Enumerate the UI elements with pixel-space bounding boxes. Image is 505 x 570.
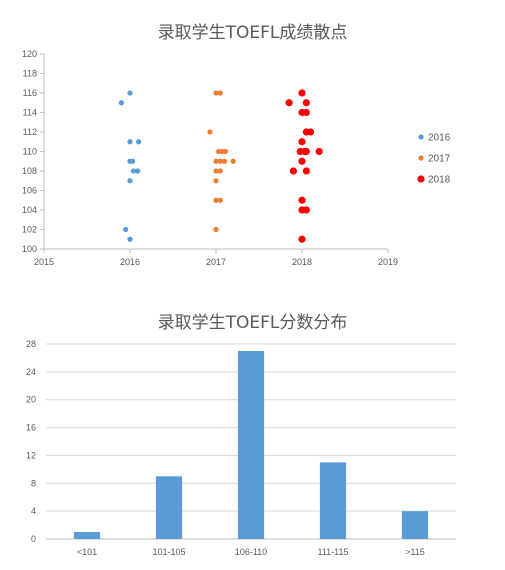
data-point-2017 [230,158,236,164]
data-point-2016 [130,168,137,174]
data-point-2018 [302,167,310,175]
legend-marker-2018 [417,175,425,183]
y-tick-label: 116 [23,88,37,98]
data-point-2018 [302,147,310,156]
bar-chart-title: 录取学生TOEFL分数分布 [157,313,348,333]
data-point-2018 [298,235,306,243]
y-tick-label: 112 [23,127,37,137]
x-tick-label: 2017 [206,257,226,267]
data-point-2018 [298,89,306,97]
data-point-2018 [302,206,310,214]
x-tick-label: 106-110 [235,547,267,557]
y-tick-label: 20 [26,395,36,405]
data-point-2018 [298,157,306,165]
y-tick-label: 24 [26,367,36,377]
y-tick-label: 102 [22,225,37,235]
bar-101-105 [155,476,183,539]
data-point-2016 [127,178,133,184]
data-point-2016 [127,90,133,96]
x-tick-label: 2015 [34,257,54,267]
data-point-2016 [127,139,133,145]
y-tick-label: 118 [23,69,37,79]
data-point-2018 [302,108,310,117]
y-tick-label: 12 [26,450,36,460]
y-tick-label: 16 [26,423,36,433]
data-point-2018 [285,99,293,107]
data-point-2016 [118,100,124,106]
data-point-2017 [217,168,223,174]
data-point-2016 [123,226,129,233]
data-point-2018 [298,138,306,146]
legend-marker-2017 [418,155,424,161]
y-tick-label: 120 [22,49,37,59]
y-tick-label: 110 [23,147,37,157]
bar-111-115 [319,462,347,539]
y-tick-label: 114 [23,108,37,118]
data-point-2017 [213,158,219,164]
data-point-2017 [217,197,223,203]
data-point-2017 [213,226,219,233]
x-tick-label: 111-115 [317,547,348,557]
legend-marker-2016 [418,134,424,140]
x-tick-label: 2016 [120,257,140,267]
data-point-2017 [213,178,219,184]
y-tick-label: 8 [31,478,36,488]
data-point-2016 [129,158,136,164]
y-tick-label: 4 [31,506,36,516]
data-point-2017 [217,158,223,164]
data-point-2018 [298,196,306,204]
x-tick-label: >115 [405,547,425,557]
y-tick-label: 108 [22,166,37,176]
data-point-2016 [127,236,133,242]
data-point-2017 [222,158,228,164]
bar-chart: 录取学生TOEFL分数分布 0 4 8 12 16 20 24 28 <101 101-105 10… [0,300,505,570]
scatter-chart: 录取学生TOEFL成绩散点 100 102 104 106 108 110 112 114 11… [0,0,505,280]
x-tick-label: 2018 [292,257,312,267]
bar-<101 [73,532,101,539]
x-tick-label: 2019 [378,257,398,267]
data-point-2017 [207,129,213,135]
data-point-2017 [213,197,219,203]
y-tick-label: 28 [26,339,36,349]
bar-106-110 [237,350,265,539]
y-tick-label: 106 [22,186,37,196]
data-point-2016 [136,139,142,145]
scatter-plot-area: 100 102 104 106 108 110 112 114 116 118 120 2015 201… [22,49,451,267]
legend-label-2016: 2016 [428,133,451,144]
bar->115 [401,511,429,539]
legend-label-2017: 2017 [428,154,451,165]
data-point-2018 [302,99,310,107]
bar-plot-area: 0 4 8 12 16 20 24 28 <101 101-105 106-110 111-115 >1… [26,339,456,557]
data-point-2018 [315,147,323,156]
data-point-2018 [289,167,297,175]
y-tick-label: 100 [22,244,37,254]
y-tick-label: 104 [22,205,37,215]
scatter-chart-title: 录取学生TOEFL成绩散点 [157,23,348,43]
data-point-2016 [135,168,141,174]
data-point-2017 [213,168,219,174]
legend-label-2018: 2018 [428,175,451,186]
data-point-2017 [213,90,219,96]
x-tick-label: <101 [77,547,97,557]
y-tick-label: 0 [31,534,36,544]
x-tick-label: 101-105 [152,547,185,557]
data-point-2018 [307,128,315,136]
data-point-2017 [222,148,229,155]
data-point-2017 [217,90,223,96]
